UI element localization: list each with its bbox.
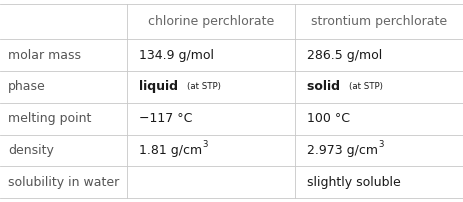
Text: slightly soluble: slightly soluble [307,176,400,189]
Text: (at STP): (at STP) [349,82,382,92]
Text: 100 °C: 100 °C [307,112,350,125]
Text: chlorine perchlorate: chlorine perchlorate [148,15,275,28]
Text: density: density [8,144,54,157]
Text: solid: solid [307,80,349,94]
Text: 3: 3 [378,140,383,149]
Text: 286.5 g/mol: 286.5 g/mol [307,49,382,62]
Text: 3: 3 [202,140,207,149]
Text: molar mass: molar mass [8,49,81,62]
Text: strontium perchlorate: strontium perchlorate [311,15,447,28]
Text: 2.973 g/cm: 2.973 g/cm [307,144,378,157]
Text: solubility in water: solubility in water [8,176,119,189]
Text: 134.9 g/mol: 134.9 g/mol [139,49,214,62]
Text: melting point: melting point [8,112,92,125]
Text: liquid: liquid [139,80,187,94]
Text: 1.81 g/cm: 1.81 g/cm [139,144,202,157]
Text: phase: phase [8,80,46,94]
Text: (at STP): (at STP) [187,82,220,92]
Text: −117 °C: −117 °C [139,112,192,125]
